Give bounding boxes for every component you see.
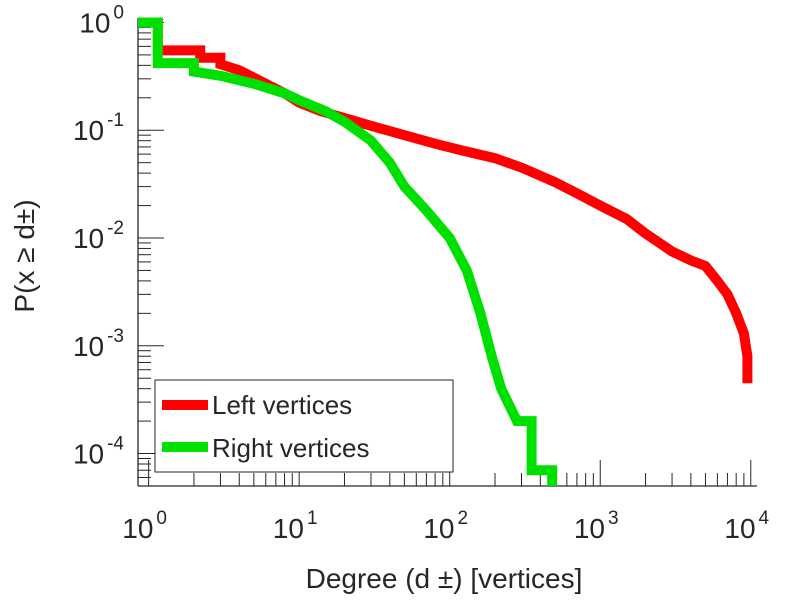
y-tick-base: 10 [79, 7, 110, 38]
y-tick-label: 10 -1 [73, 110, 124, 146]
legend-box [154, 379, 454, 473]
series-left-vertices [138, 17, 753, 384]
x-tick-exponent: 1 [307, 508, 318, 529]
x-tick-exponent: 2 [457, 508, 468, 529]
x-tick-base: 10 [423, 513, 454, 544]
x-tick-base: 10 [724, 513, 755, 544]
y-tick-exponent: -1 [107, 110, 124, 131]
y-tick-base: 10 [73, 115, 104, 146]
x-tick-label: 10 0 [122, 508, 167, 544]
x-tick-label: 10 3 [574, 508, 619, 544]
legend-label-right: Right vertices [212, 433, 370, 463]
legend-label-left: Left vertices [212, 390, 352, 420]
y-tick-base: 10 [73, 439, 104, 470]
x-tick-label: 10 4 [724, 508, 769, 544]
x-tick-base: 10 [574, 513, 605, 544]
y-tick-label: 10 0 [79, 2, 124, 38]
x-tick-exponent: 3 [608, 508, 619, 529]
x-axis-title: Degree (d ±) [vertices] [306, 563, 583, 594]
x-tick-base: 10 [122, 513, 153, 544]
x-tick-exponent: 4 [759, 508, 770, 529]
x-tick-exponent: 0 [156, 508, 167, 529]
series-right-vertices [138, 17, 558, 486]
y-tick-exponent: 0 [113, 2, 124, 23]
y-tick-base: 10 [73, 331, 104, 362]
series-lines [138, 17, 753, 486]
y-tick-exponent: -3 [107, 326, 124, 347]
x-tick-label: 10 1 [273, 508, 318, 544]
y-tick-label: 10 -2 [73, 218, 124, 254]
legend: Left vertices Right vertices [154, 379, 454, 473]
y-axis-title: P(x ≥ d±) [9, 199, 40, 312]
y-tick-exponent: -2 [107, 218, 124, 239]
x-tick-label: 10 2 [423, 508, 468, 544]
y-tick-label: 10 -4 [73, 434, 124, 470]
tick-labels: 10 0 10 1 10 2 10 3 10 410 010 -110 -210 -310 -4 [73, 2, 770, 544]
x-tick-base: 10 [273, 513, 304, 544]
y-tick-exponent: -4 [107, 434, 124, 455]
y-tick-base: 10 [73, 223, 104, 254]
y-tick-label: 10 -3 [73, 326, 124, 362]
axes [137, 18, 757, 487]
